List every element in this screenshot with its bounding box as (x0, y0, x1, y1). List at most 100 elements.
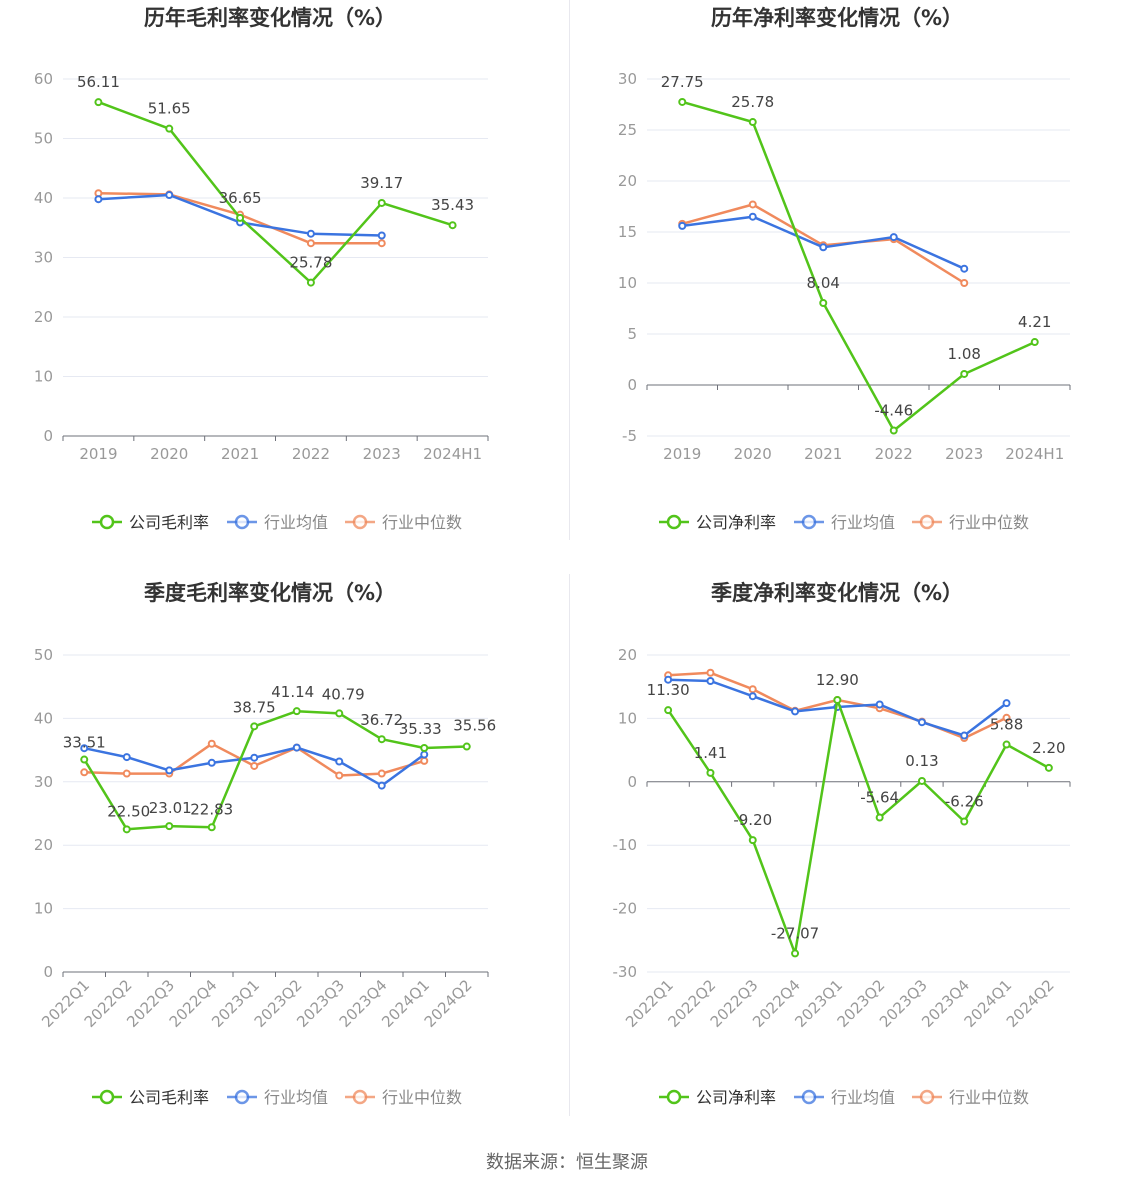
data-point-avg (377, 231, 386, 240)
y-tick-label: 10 (618, 274, 637, 292)
data-point-company (889, 426, 898, 435)
data-point-company (165, 822, 174, 831)
x-tick-label: 2021 (804, 445, 842, 463)
data-point-median (706, 668, 715, 677)
data-label: 2.20 (1032, 739, 1065, 757)
data-point-avg (748, 692, 757, 701)
data-label: -5.64 (860, 789, 899, 807)
x-tick-label: 2024Q2 (1003, 976, 1058, 1031)
x-tick-label: 2019 (663, 445, 701, 463)
data-point-median (420, 756, 429, 765)
y-tick-label: -10 (613, 836, 638, 854)
legend-label: 行业均值 (264, 513, 328, 532)
y-tick-label: 0 (43, 963, 53, 981)
series-line-company (83, 709, 467, 831)
legend-marker-icon (234, 514, 250, 530)
data-point-median (748, 685, 757, 694)
legend-label: 行业均值 (264, 1088, 328, 1107)
data-label: 39.17 (360, 174, 403, 192)
data-point-avg (678, 221, 687, 230)
series-line-company (97, 100, 453, 284)
data-point-company (462, 742, 471, 751)
data-point-avg (292, 743, 301, 752)
data-point-avg (250, 753, 259, 762)
y-tick-label: 20 (34, 836, 53, 854)
data-point-company (791, 949, 800, 958)
data-label: 1.41 (694, 744, 727, 762)
data-point-avg (960, 264, 969, 273)
chart-title: 季度净利率变化情况（%） (711, 581, 963, 605)
data-point-avg (122, 753, 131, 762)
data-label: 41.14 (271, 683, 314, 701)
data-point-company (306, 278, 315, 287)
legend-item-avg: 行业均值 (794, 513, 895, 532)
legend-label: 行业中位数 (382, 1088, 462, 1107)
legend-label: 行业中位数 (949, 513, 1029, 532)
data-point-median (80, 768, 89, 777)
data-point-company (80, 755, 89, 764)
data-point-company (1044, 763, 1053, 772)
data-point-company (250, 722, 259, 731)
y-tick-label: 0 (627, 773, 637, 791)
x-tick-label: 2020 (150, 445, 188, 463)
data-point-avg (420, 750, 429, 759)
y-tick-label: 10 (34, 900, 53, 918)
y-tick-label: 50 (34, 646, 53, 664)
chart-svg: 季度净利率变化情况（%）-30-20-10010202022Q12022Q220… (613, 581, 1071, 1107)
data-point-avg (960, 731, 969, 740)
data-point-avg (889, 233, 898, 242)
data-point-company (94, 98, 103, 107)
legend-item-median: 行业中位数 (345, 1088, 462, 1107)
data-label: 35.56 (453, 717, 496, 735)
data-point-company (377, 735, 386, 744)
data-point-avg (165, 766, 174, 775)
legend: 公司净利率 行业均值 行业中位数 (659, 513, 1029, 532)
data-point-company (960, 369, 969, 378)
data-label: 51.65 (148, 100, 191, 118)
y-tick-label: 40 (34, 709, 53, 727)
data-label: 35.33 (399, 720, 442, 738)
data-point-avg (706, 676, 715, 685)
legend: 公司净利率 行业均值 行业中位数 (659, 1088, 1029, 1107)
y-tick-label: -5 (622, 427, 637, 445)
data-point-avg (1002, 699, 1011, 708)
legend-label: 公司净利率 (696, 513, 776, 532)
data-label: 36.72 (360, 711, 403, 729)
data-point-avg (335, 757, 344, 766)
data-point-median (377, 239, 386, 248)
legend-marker-icon (99, 1089, 115, 1105)
data-point-avg (917, 718, 926, 727)
legend-marker-icon (919, 514, 935, 530)
y-tick-label: 60 (34, 70, 53, 88)
data-label: 56.11 (77, 73, 120, 91)
legend-marker-icon (352, 514, 368, 530)
legend-label: 行业均值 (831, 513, 895, 532)
y-tick-label: 25 (618, 121, 637, 139)
data-point-company (165, 124, 174, 133)
y-tick-label: 40 (34, 189, 53, 207)
y-tick-label: 0 (627, 376, 637, 394)
data-point-median (122, 769, 131, 778)
data-point-median (306, 239, 315, 248)
data-point-company (207, 823, 216, 832)
data-source: 数据来源：恒生聚源 (486, 1152, 648, 1173)
chart-svg: 历年净利率变化情况（%） -5 0 5 10 15 20 25 30 2019 2020 2021 20… (618, 6, 1071, 532)
legend-marker-icon (352, 1089, 368, 1105)
legend-item-company: 公司毛利率 (92, 513, 209, 532)
data-point-avg (377, 781, 386, 790)
x-tick-label: 2024H1 (1005, 445, 1064, 463)
data-label: 23.01 (149, 799, 192, 817)
legend-label: 行业中位数 (949, 1088, 1029, 1107)
legend-item-avg: 行业均值 (794, 1088, 895, 1107)
data-point-company (377, 198, 386, 207)
data-point-avg (748, 212, 757, 221)
legend-item-median: 行业中位数 (912, 1088, 1029, 1107)
data-point-median (250, 761, 259, 770)
data-point-median (207, 739, 216, 748)
x-tick-label: 2022 (875, 445, 913, 463)
legend: 公司毛利率 行业均值 行业中位数 (92, 513, 462, 532)
legend-marker-icon (666, 1089, 682, 1105)
y-tick-label: -20 (613, 900, 638, 918)
data-label: 33.51 (63, 734, 106, 752)
data-point-avg (875, 700, 884, 709)
